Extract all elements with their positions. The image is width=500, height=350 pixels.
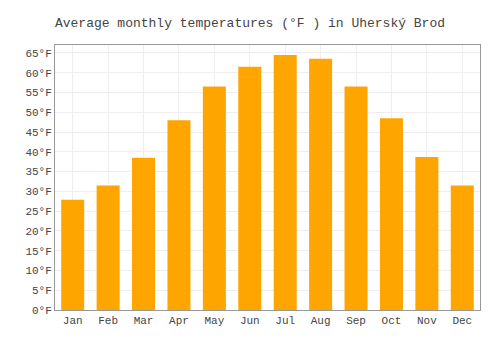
svg-text:Feb: Feb [98, 315, 118, 327]
svg-text:0°F: 0°F [32, 305, 52, 317]
svg-text:65°F: 65°F [25, 48, 51, 60]
svg-text:Jan: Jan [63, 315, 83, 327]
svg-text:Aug: Aug [311, 315, 331, 327]
svg-text:Average monthly temperatures (: Average monthly temperatures (°F ) in Uh… [55, 16, 445, 31]
svg-text:60°F: 60°F [25, 68, 51, 80]
svg-text:Jun: Jun [240, 315, 260, 327]
svg-text:May: May [204, 315, 224, 327]
svg-text:Apr: Apr [169, 315, 189, 327]
svg-text:15°F: 15°F [25, 246, 51, 258]
svg-text:20°F: 20°F [25, 226, 51, 238]
svg-text:10°F: 10°F [25, 265, 51, 277]
svg-text:5°F: 5°F [32, 285, 52, 297]
svg-text:Mar: Mar [134, 315, 154, 327]
svg-text:35°F: 35°F [25, 166, 51, 178]
svg-text:Nov: Nov [417, 315, 437, 327]
svg-text:Sep: Sep [346, 315, 366, 327]
svg-text:Oct: Oct [382, 315, 402, 327]
svg-text:Dec: Dec [452, 315, 472, 327]
svg-text:40°F: 40°F [25, 147, 51, 159]
svg-text:55°F: 55°F [25, 87, 51, 99]
svg-text:50°F: 50°F [25, 107, 51, 119]
svg-text:30°F: 30°F [25, 186, 51, 198]
svg-text:Jul: Jul [275, 315, 295, 327]
svg-text:25°F: 25°F [25, 206, 51, 218]
svg-text:45°F: 45°F [25, 127, 51, 139]
